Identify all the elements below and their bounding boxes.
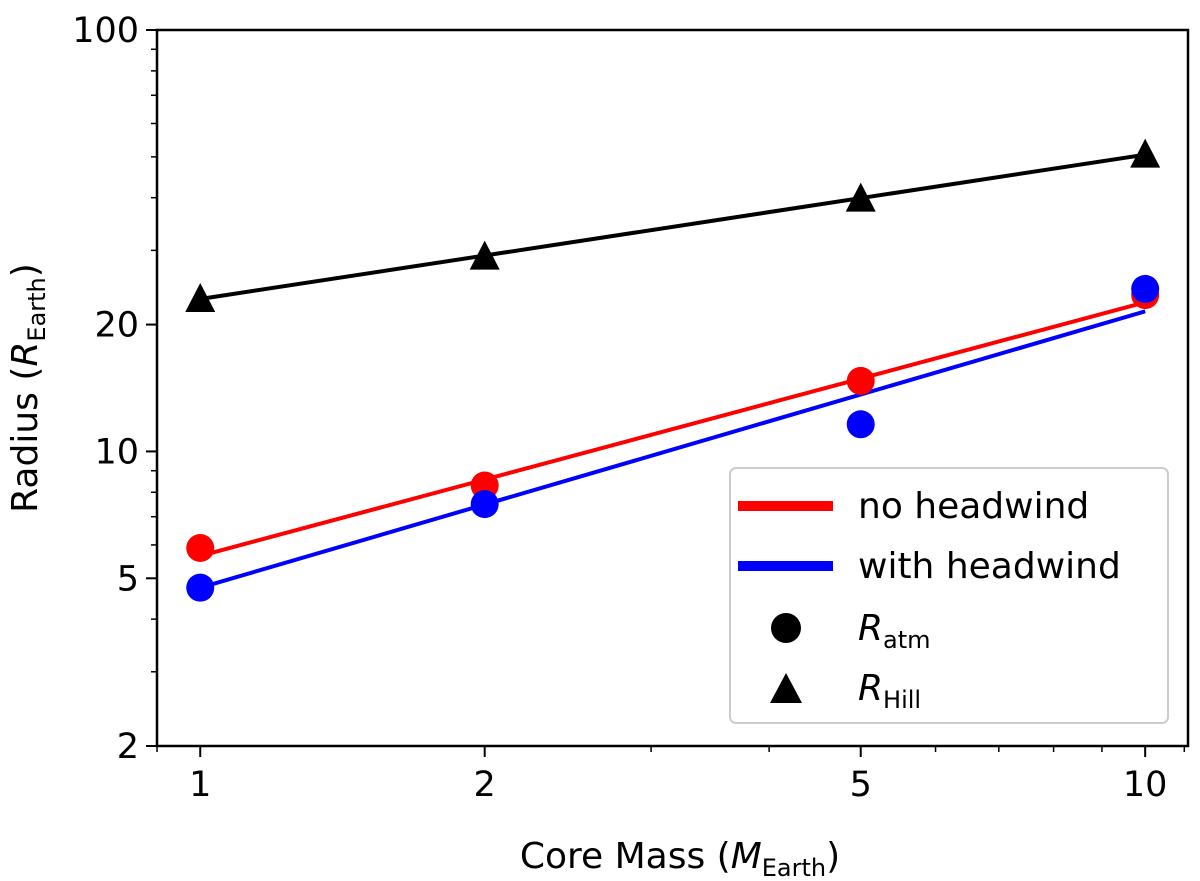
x-tick-label: 5 bbox=[850, 765, 872, 805]
data-point-r-hill bbox=[845, 182, 876, 212]
y-tick-label: 100 bbox=[72, 11, 139, 51]
data-point-r-hill bbox=[1130, 138, 1161, 168]
data-point-r-hill bbox=[185, 282, 216, 312]
y-tick-label: 20 bbox=[94, 306, 139, 346]
legend-box bbox=[729, 467, 1169, 724]
data-point-with-headwind bbox=[1131, 274, 1160, 303]
x-tick-label: 1 bbox=[189, 765, 211, 805]
legend: no headwind with headwind Ratm RHill bbox=[729, 467, 1169, 724]
fit-line-r-hill bbox=[199, 152, 1146, 301]
y-tick-label: 10 bbox=[94, 432, 139, 472]
data-point-no-headwind bbox=[846, 366, 875, 395]
legend-triangle-marker bbox=[770, 673, 802, 703]
legend-label-r-atm: Ratm bbox=[858, 608, 931, 654]
plot-frame bbox=[155, 28, 1190, 748]
y-tick-label: 5 bbox=[117, 559, 139, 599]
fit-line-with-headwind bbox=[199, 309, 1146, 590]
legend-label-with-headwind: with headwind bbox=[858, 546, 1121, 587]
data-point-with-headwind bbox=[846, 410, 875, 439]
x-axis-label: Core Mass (MEarth) bbox=[520, 836, 840, 881]
x-tick-label: 2 bbox=[474, 765, 496, 805]
data-point-no-headwind bbox=[186, 534, 215, 563]
data-point-with-headwind bbox=[470, 490, 499, 519]
legend-label-no-headwind: no headwind bbox=[858, 486, 1089, 527]
legend-circle-marker bbox=[771, 613, 801, 643]
fit-line-no-headwind bbox=[199, 300, 1146, 558]
data-point-r-hill bbox=[469, 240, 500, 270]
x-tick-label: 10 bbox=[1123, 765, 1168, 805]
y-tick-label: 2 bbox=[117, 727, 139, 767]
y-axis-label: Radius (REarth) bbox=[5, 263, 51, 513]
data-point-with-headwind bbox=[186, 573, 215, 602]
legend-label-r-hill: RHill bbox=[858, 668, 921, 714]
